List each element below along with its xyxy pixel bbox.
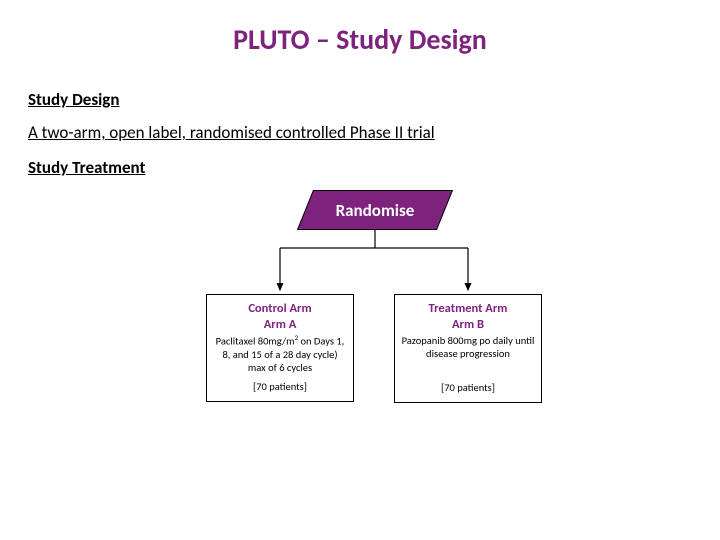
connector-lines [0, 190, 720, 500]
study-design-text: A two-arm, open label, randomised contro… [0, 122, 720, 143]
arm-a-node: Control Arm Arm A Paclitaxel 80mg/m2 on … [206, 294, 354, 402]
arm-b-node: Treatment Arm Arm B Pazopanib 800mg po d… [394, 294, 542, 403]
arm-a-body: Paclitaxel 80mg/m2 on Days 1, 8, and 15 … [213, 334, 347, 374]
arm-b-title: Treatment Arm [401, 301, 535, 317]
randomise-label: Randomise [335, 191, 414, 231]
arm-a-title: Control Arm [213, 301, 347, 317]
study-treatment-heading: Study Treatment [0, 157, 720, 178]
page-title: PLUTO – Study Design [0, 0, 720, 75]
study-design-heading: Study Design [0, 89, 720, 110]
randomise-node: Randomise [285, 190, 465, 236]
arm-b-body: Pazopanib 800mg po daily until disease p… [401, 334, 535, 360]
arm-b-patients: [70 patients] [401, 381, 535, 394]
arm-a-subtitle: Arm A [213, 317, 347, 333]
arm-a-patients: [70 patients] [213, 380, 347, 393]
arm-b-subtitle: Arm B [401, 317, 535, 333]
treatment-flowchart: Randomise Control Arm Arm A Paclitaxel 8… [0, 190, 720, 500]
